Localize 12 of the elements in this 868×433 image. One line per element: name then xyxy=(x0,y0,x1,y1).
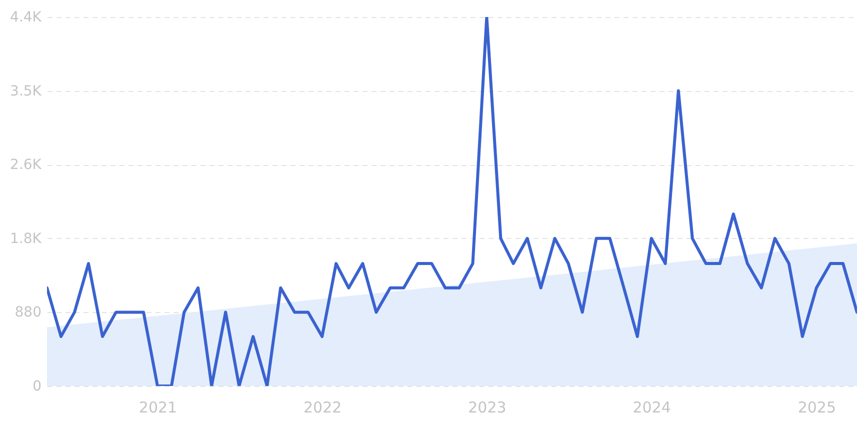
x-tick-label: 2025 xyxy=(798,398,836,416)
line-series xyxy=(47,17,857,386)
y-tick-label: 3.5K xyxy=(10,83,42,100)
y-tick-label: 4.4K xyxy=(10,10,42,26)
y-tick-label: 2.6K xyxy=(10,157,42,174)
y-tick-label: 1.8K xyxy=(10,230,42,247)
x-tick-label: 2022 xyxy=(304,398,342,416)
x-tick-label: 2024 xyxy=(632,398,671,416)
x-tick-label: 2021 xyxy=(138,398,178,416)
y-tick-label: 0 xyxy=(32,378,42,394)
x-tick-label: 2023 xyxy=(468,398,506,416)
y-tick-label: 880 xyxy=(14,304,42,321)
